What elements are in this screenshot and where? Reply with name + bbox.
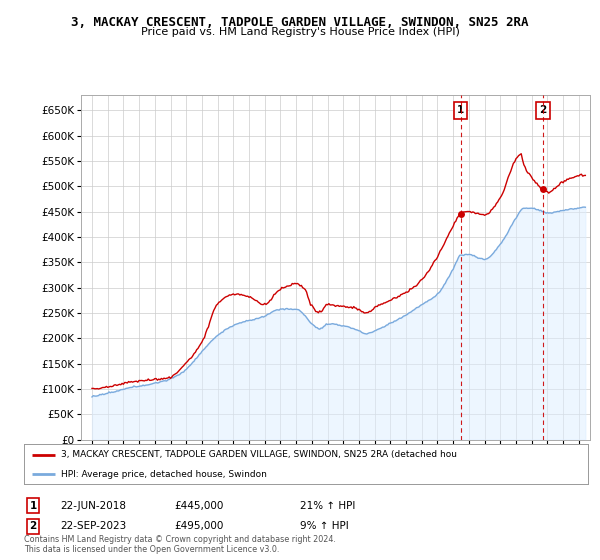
Text: 1: 1	[29, 501, 37, 511]
Text: £495,000: £495,000	[174, 521, 223, 531]
Text: 22-SEP-2023: 22-SEP-2023	[60, 521, 126, 531]
Text: 9% ↑ HPI: 9% ↑ HPI	[300, 521, 349, 531]
Text: 1: 1	[457, 105, 464, 115]
Text: Contains HM Land Registry data © Crown copyright and database right 2024.
This d: Contains HM Land Registry data © Crown c…	[24, 535, 336, 554]
Text: Price paid vs. HM Land Registry's House Price Index (HPI): Price paid vs. HM Land Registry's House …	[140, 27, 460, 37]
Text: HPI: Average price, detached house, Swindon: HPI: Average price, detached house, Swin…	[61, 470, 266, 479]
Text: 2: 2	[29, 521, 37, 531]
Text: £445,000: £445,000	[174, 501, 223, 511]
Text: 3, MACKAY CRESCENT, TADPOLE GARDEN VILLAGE, SWINDON, SN25 2RA (detached hou: 3, MACKAY CRESCENT, TADPOLE GARDEN VILLA…	[61, 450, 457, 459]
Text: 22-JUN-2018: 22-JUN-2018	[60, 501, 126, 511]
Text: 3, MACKAY CRESCENT, TADPOLE GARDEN VILLAGE, SWINDON, SN25 2RA: 3, MACKAY CRESCENT, TADPOLE GARDEN VILLA…	[71, 16, 529, 29]
Text: 2: 2	[539, 105, 547, 115]
Text: 21% ↑ HPI: 21% ↑ HPI	[300, 501, 355, 511]
